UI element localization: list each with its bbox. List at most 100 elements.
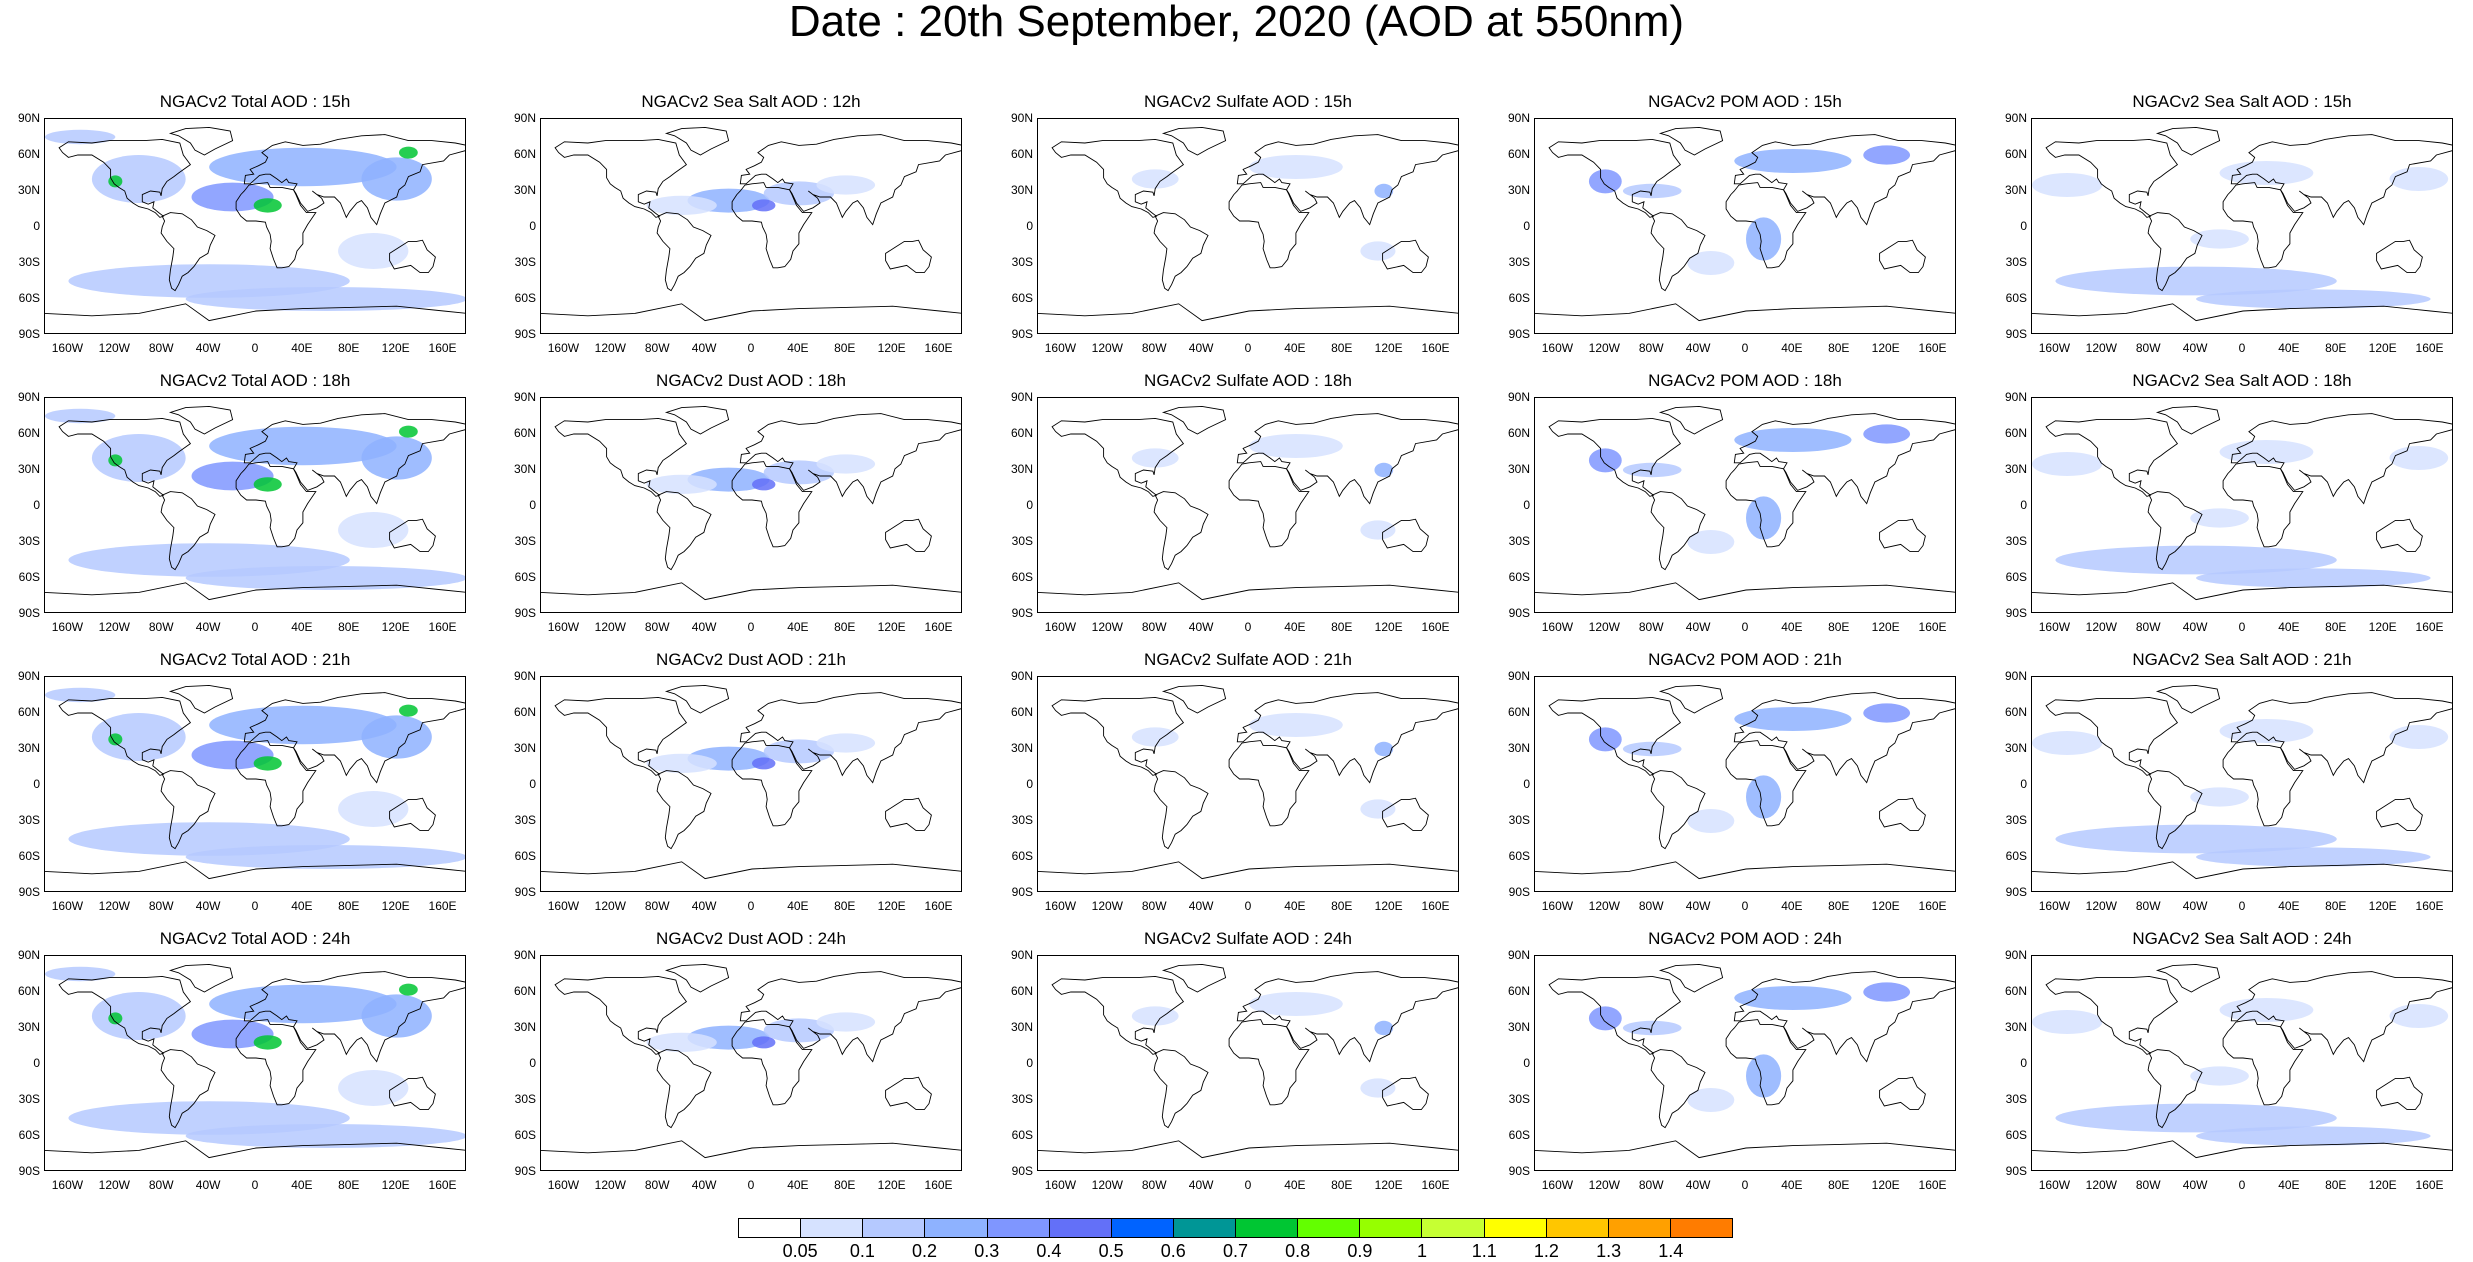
lon-tick-label: 120E [2368,1178,2397,1192]
lat-tick-label: 90S [18,885,40,899]
aod-plume [1131,169,1179,189]
aod-plume [1374,462,1394,478]
world-map [1037,676,1459,892]
lon-tick-label: 160E [2415,341,2444,355]
lon-tick-label: 160E [1421,620,1450,634]
lat-tick-label: 0 [33,219,40,233]
lon-tick-label: 0 [251,1178,259,1192]
lon-tick-label: 160E [1918,341,1947,355]
coastline [235,740,317,827]
world-map [1037,397,1459,613]
coastline [389,518,436,553]
aod-plume [1746,775,1782,819]
lon-tick-label: 160E [1918,899,1947,913]
lon-tick-label: 160E [924,1178,953,1192]
coastline [739,413,961,505]
lon-tick-label: 80E [834,620,856,634]
lat-tick-label: 90S [1011,885,1033,899]
aod-plume [361,436,432,480]
coastline [554,975,688,1055]
lon-tick-label: 160W [1044,899,1077,913]
lat-tick-label: 90N [1010,948,1033,962]
panel-title: NGACv2 POM AOD : 21h [1648,650,1842,669]
map-panel: NGACv2 Sulfate AOD : 15h 90N 60N 30N 0 30S 60S… [993,0,1479,354]
lat-tick-label: 0 [529,777,536,791]
lat-tick-label: 60S [1011,570,1033,584]
lon-tick-label: 160W [1541,899,1574,913]
lat-tick-label: 0 [1026,219,1033,233]
lon-tick-label: 120W [1588,620,1620,634]
coastline [2222,1019,2304,1106]
aod-plume [1374,1020,1394,1036]
lat-tick-label: 0 [2020,1056,2027,1070]
coastline [1051,975,1185,1055]
lat-tick-label: 90N [17,390,40,404]
lat-tick-label: 60S [514,1128,536,1142]
lon-tick-label: 80E [834,899,856,913]
lon-tick-label: 40W [1685,899,1711,913]
coastline [1038,1140,1458,1159]
lon-tick-label: 80E [2325,620,2347,634]
coastline [554,417,688,497]
coastline [1879,797,1926,832]
coastline [160,212,216,292]
lon-tick-label: 0 [2238,341,2246,355]
coastline [554,138,688,218]
lat-tick-label: 60S [1508,570,1530,584]
coastline [1228,1019,1310,1106]
aod-plume [2190,229,2249,249]
aod-plume [816,454,876,474]
aod-field [541,684,961,880]
coastline [1725,461,1807,548]
lon-tick-label: 0 [1244,341,1252,355]
coastline [1382,518,1429,553]
lon-tick-label: 40W [2182,1178,2208,1192]
aod-plume [752,757,776,770]
coastline [1236,413,1458,505]
aod-plume [2190,1066,2249,1086]
lon-tick-label: 120W [594,899,626,913]
aod-plume [816,1012,876,1032]
lon-tick-label: 80E [1828,341,1850,355]
coastline [541,1140,961,1159]
colorbar-swatch [1484,1219,1547,1237]
aod-plume [1863,982,1911,1002]
coastline [168,126,234,156]
aod-plume [2389,167,2449,191]
aod-field [541,963,961,1159]
aod-plume [1249,434,1343,458]
lat-tick-label: 60S [18,1128,40,1142]
coastline [2222,182,2304,269]
panel-title: NGACv2 Total AOD : 18h [159,371,351,390]
lat-tick-label: 90N [2004,111,2027,125]
lon-tick-label: 80W [644,1178,670,1192]
aod-plume [1687,251,1735,275]
coastline [1153,212,1209,292]
coastline [243,971,465,1063]
colorbar-swatch [1111,1219,1174,1237]
colorbar-label: 0.6 [1160,1241,1186,1261]
coastline [1725,740,1807,827]
lat-tick-label: 60N [1507,426,1530,440]
lon-tick-label: 80E [1828,899,1850,913]
aod-plume [108,175,123,188]
coastline [731,461,813,548]
aod-plume [1360,241,1396,261]
lat-tick-label: 60S [514,849,536,863]
lon-tick-label: 160E [1421,341,1450,355]
aod-field [1038,405,1458,601]
lon-tick-label: 40W [691,899,717,913]
world-map [1534,955,1956,1171]
lat-tick-label: 90N [2004,390,2027,404]
aod-plume [2055,545,2337,575]
lat-tick-label: 90N [17,669,40,683]
lon-tick-label: 80W [148,899,174,913]
coastline [2147,770,2203,850]
coastline [1153,491,1209,571]
lat-tick-label: 90S [2005,327,2027,341]
aod-plume [361,994,432,1038]
aod-plume [399,146,418,159]
lon-tick-label: 40E [787,341,809,355]
map-panel: NGACv2 Sea Salt AOD : 12h 90N 60N 30N 0 30S 60… [496,0,982,354]
aod-plume [338,1070,409,1106]
